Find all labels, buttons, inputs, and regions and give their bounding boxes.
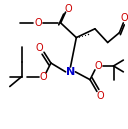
Text: O: O bbox=[39, 72, 47, 82]
Text: O: O bbox=[96, 91, 104, 101]
Text: N: N bbox=[66, 67, 75, 77]
Text: O: O bbox=[120, 13, 128, 23]
Text: O: O bbox=[94, 61, 102, 71]
Text: O: O bbox=[34, 18, 42, 28]
Text: O: O bbox=[65, 4, 72, 14]
Text: O: O bbox=[35, 43, 43, 53]
